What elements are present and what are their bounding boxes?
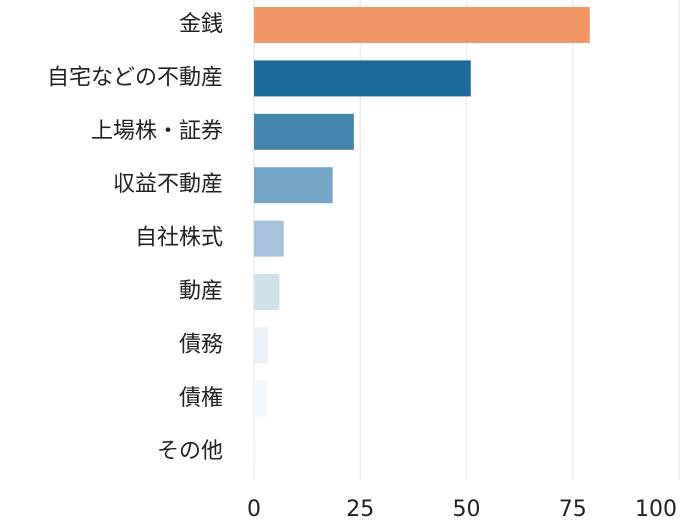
y-tick-label: その他 [157, 439, 223, 464]
bar [254, 274, 280, 310]
y-tick-label: 債権 [179, 386, 223, 411]
bar [254, 60, 471, 97]
y-tick-label: 自宅などの不動産 [47, 65, 223, 90]
y-tick-label: 自社株式 [135, 226, 223, 251]
bar [254, 167, 333, 204]
bar [254, 434, 257, 471]
y-tick-label: 金銭 [179, 12, 223, 37]
x-tick-label: 25 [346, 497, 374, 522]
x-tick-label: 75 [559, 497, 587, 522]
bar [254, 7, 590, 43]
bar [254, 220, 284, 257]
x-tick-label: 0 [247, 497, 261, 522]
y-tick-label: 上場株・証券 [91, 119, 223, 144]
y-tick-label: 収益不動産 [113, 172, 223, 197]
x-tick-label: 100 [635, 497, 677, 522]
x-tick-label: 50 [453, 497, 481, 522]
bar [254, 380, 268, 417]
y-tick-label: 債務 [179, 332, 223, 357]
bar [254, 113, 354, 150]
y-tick-label: 動産 [179, 279, 223, 304]
bar [254, 327, 269, 364]
